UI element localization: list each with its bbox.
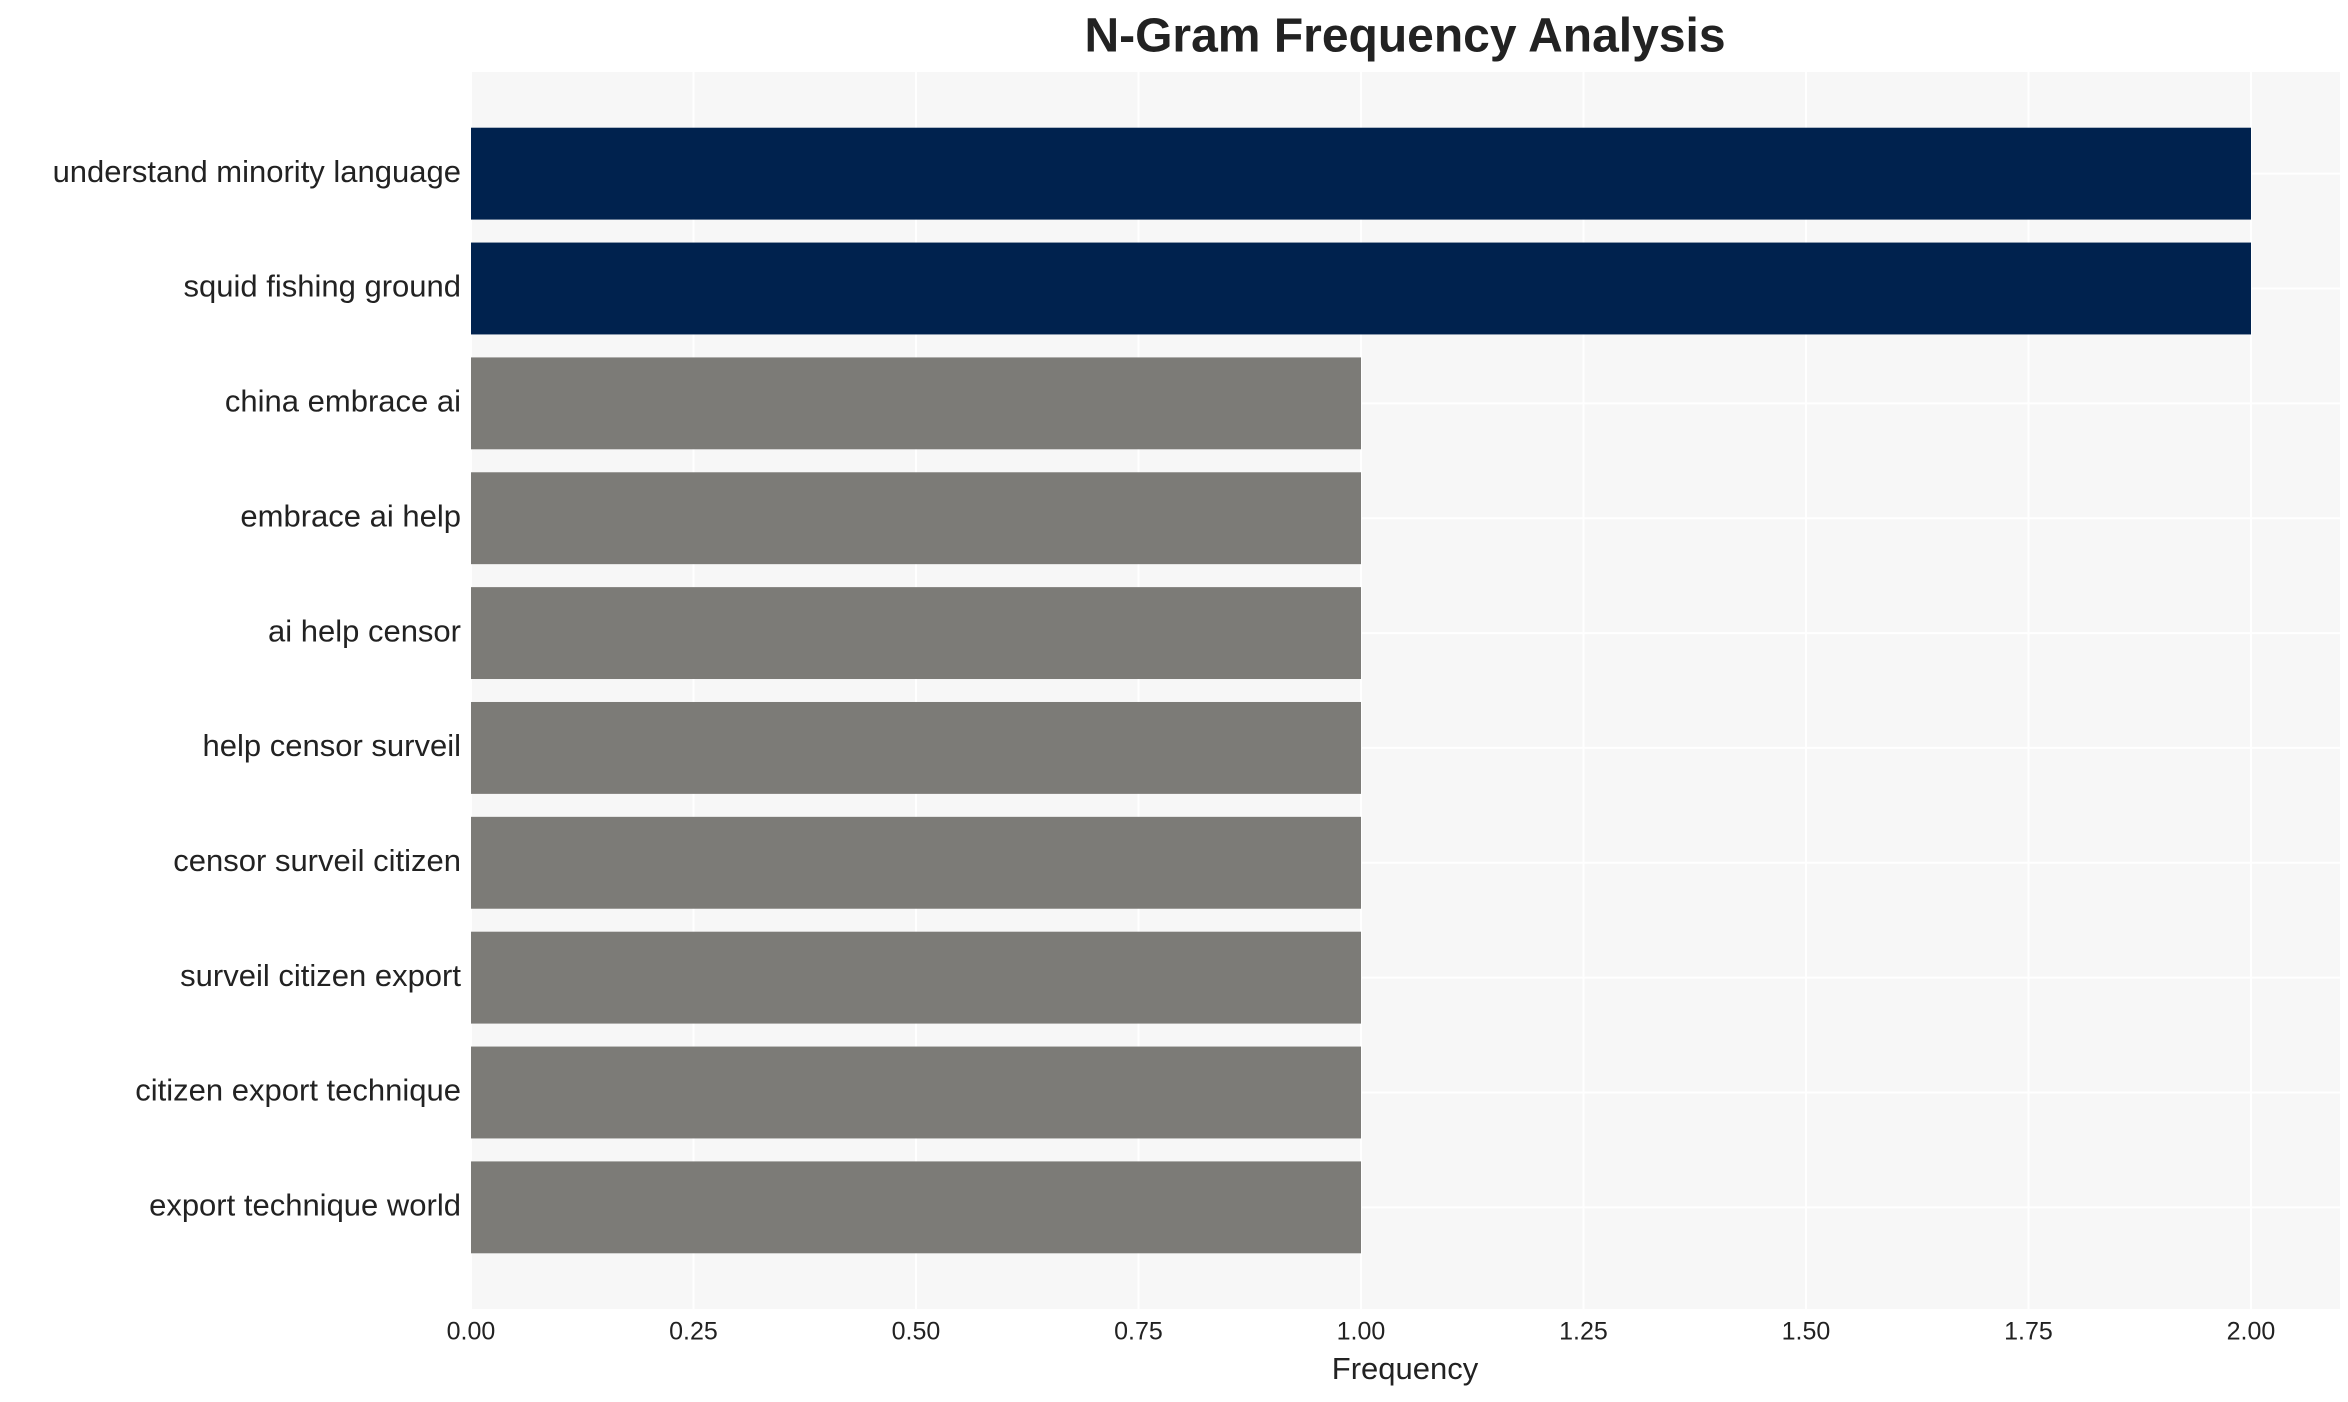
chart-title: N-Gram Frequency Analysis <box>1084 10 1725 63</box>
y-tick-label: ai help censor <box>268 613 461 648</box>
x-tick-label: 2.00 <box>2227 1318 2276 1346</box>
y-tick-label: understand minority language <box>53 154 461 189</box>
x-axis-label: Frequency <box>1332 1351 1479 1386</box>
y-tick-label: surveil citizen export <box>180 958 461 993</box>
x-tick-label: 0.00 <box>447 1318 496 1346</box>
x-tick-label: 1.00 <box>1337 1318 1386 1346</box>
y-tick-label: china embrace ai <box>225 384 461 419</box>
x-tick-label: 0.75 <box>1114 1318 1163 1346</box>
y-tick-label: censor surveil citizen <box>173 843 461 878</box>
x-tick-label: 1.50 <box>1782 1318 1831 1346</box>
y-tick-label: citizen export technique <box>135 1073 461 1108</box>
bar <box>471 242 2251 335</box>
y-tick-label: embrace ai help <box>240 498 461 533</box>
y-tick-label: help censor surveil <box>203 728 461 763</box>
y-tick-label: squid fishing ground <box>184 269 461 304</box>
bar <box>471 701 1361 794</box>
bar <box>471 816 1361 909</box>
bar <box>471 357 1361 450</box>
x-tick-label: 0.50 <box>892 1318 941 1346</box>
x-tick-label: 1.25 <box>1559 1318 1608 1346</box>
bar <box>471 1161 1361 1254</box>
y-tick-label: export technique world <box>149 1188 461 1223</box>
bar <box>471 1046 1361 1139</box>
bar <box>471 587 1361 680</box>
bar <box>471 931 1361 1024</box>
x-tick-label: 0.25 <box>669 1318 718 1346</box>
bar <box>471 472 1361 565</box>
bar <box>471 127 2251 220</box>
x-tick-label: 1.75 <box>2004 1318 2053 1346</box>
